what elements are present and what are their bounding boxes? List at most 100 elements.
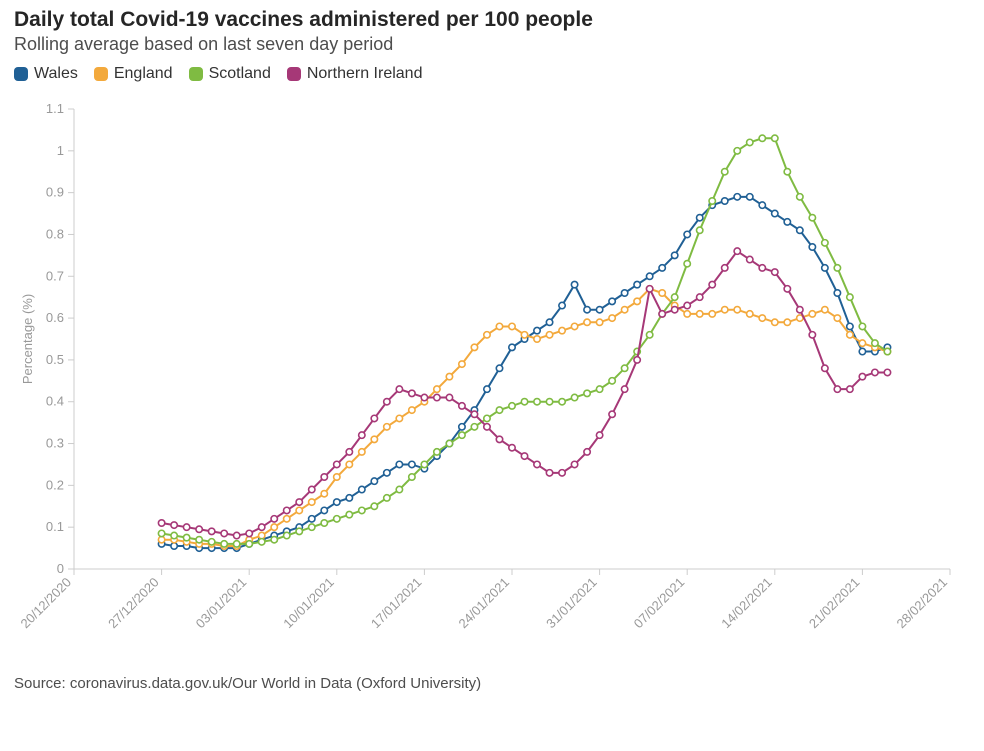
series-marker — [496, 436, 502, 442]
series-line — [162, 289, 888, 546]
series-marker — [759, 135, 765, 141]
series-marker — [309, 486, 315, 492]
series-marker — [221, 530, 227, 536]
chart-container: { "title": "Daily total Covid-19 vaccine… — [0, 0, 984, 692]
series-marker — [334, 474, 340, 480]
svg-text:0.6: 0.6 — [46, 310, 64, 325]
series-marker — [158, 537, 164, 543]
series-marker — [233, 532, 239, 538]
series-marker — [534, 399, 540, 405]
chart-plot-area: 00.10.20.30.40.50.60.70.80.911.1Percenta… — [14, 89, 970, 669]
series-marker — [546, 399, 552, 405]
series-marker — [872, 369, 878, 375]
series-marker — [847, 332, 853, 338]
series-marker — [784, 219, 790, 225]
series-marker — [409, 474, 415, 480]
svg-text:0.2: 0.2 — [46, 477, 64, 492]
svg-text:27/12/2020: 27/12/2020 — [105, 575, 162, 632]
series-marker — [834, 265, 840, 271]
series-marker — [396, 461, 402, 467]
series-marker — [371, 415, 377, 421]
series-marker — [471, 344, 477, 350]
series-marker — [646, 286, 652, 292]
series-marker — [609, 315, 615, 321]
series-marker — [722, 198, 728, 204]
series-marker — [346, 449, 352, 455]
svg-text:0.7: 0.7 — [46, 268, 64, 283]
series-marker — [646, 273, 652, 279]
series-marker — [671, 252, 677, 258]
series-marker — [171, 522, 177, 528]
legend-swatch — [189, 67, 203, 81]
svg-text:14/02/2021: 14/02/2021 — [718, 575, 775, 632]
svg-text:1.1: 1.1 — [46, 101, 64, 116]
series-marker — [409, 461, 415, 467]
series-marker — [446, 440, 452, 446]
series-marker — [446, 394, 452, 400]
series-marker — [208, 539, 214, 545]
series-marker — [346, 461, 352, 467]
line-chart-svg: 00.10.20.30.40.50.60.70.80.911.1Percenta… — [14, 89, 970, 669]
series-marker — [158, 520, 164, 526]
series-marker — [434, 449, 440, 455]
series-marker — [784, 169, 790, 175]
series-marker — [233, 541, 239, 547]
series-marker — [321, 520, 327, 526]
series-marker — [684, 261, 690, 267]
legend-item: England — [94, 65, 173, 83]
series-marker — [772, 135, 778, 141]
series-marker — [772, 319, 778, 325]
series-marker — [171, 532, 177, 538]
series-marker — [396, 486, 402, 492]
series-marker — [359, 449, 365, 455]
series-marker — [208, 528, 214, 534]
series-marker — [496, 365, 502, 371]
series-marker — [196, 537, 202, 543]
series-marker — [371, 436, 377, 442]
series-marker — [534, 336, 540, 342]
series-marker — [521, 453, 527, 459]
series-marker — [684, 302, 690, 308]
series-marker — [884, 369, 890, 375]
series-marker — [484, 386, 490, 392]
series-marker — [384, 470, 390, 476]
series-marker — [309, 516, 315, 522]
series-marker — [171, 543, 177, 549]
series-marker — [459, 403, 465, 409]
series-marker — [321, 507, 327, 513]
series-marker — [722, 265, 728, 271]
series-marker — [759, 315, 765, 321]
series-marker — [571, 281, 577, 287]
series-marker — [734, 248, 740, 254]
series-marker — [722, 169, 728, 175]
series-marker — [609, 298, 615, 304]
series-marker — [459, 361, 465, 367]
series-marker — [371, 478, 377, 484]
series-marker — [296, 507, 302, 513]
series-marker — [571, 394, 577, 400]
series-marker — [797, 194, 803, 200]
series-marker — [559, 470, 565, 476]
series-marker — [596, 307, 602, 313]
series-marker — [421, 461, 427, 467]
chart-title: Daily total Covid-19 vaccines administer… — [14, 8, 970, 32]
svg-text:0.8: 0.8 — [46, 226, 64, 241]
series-marker — [484, 424, 490, 430]
series-marker — [797, 307, 803, 313]
legend-label: England — [114, 65, 173, 83]
series-marker — [847, 386, 853, 392]
legend-item: Scotland — [189, 65, 271, 83]
series-marker — [284, 516, 290, 522]
series-marker — [559, 302, 565, 308]
series-marker — [747, 139, 753, 145]
series-marker — [471, 411, 477, 417]
svg-text:0.3: 0.3 — [46, 436, 64, 451]
series-marker — [584, 307, 590, 313]
series-marker — [459, 432, 465, 438]
series-marker — [659, 311, 665, 317]
series-marker — [496, 323, 502, 329]
series-marker — [659, 290, 665, 296]
svg-text:17/01/2021: 17/01/2021 — [368, 575, 425, 632]
series-marker — [546, 319, 552, 325]
series-marker — [334, 461, 340, 467]
